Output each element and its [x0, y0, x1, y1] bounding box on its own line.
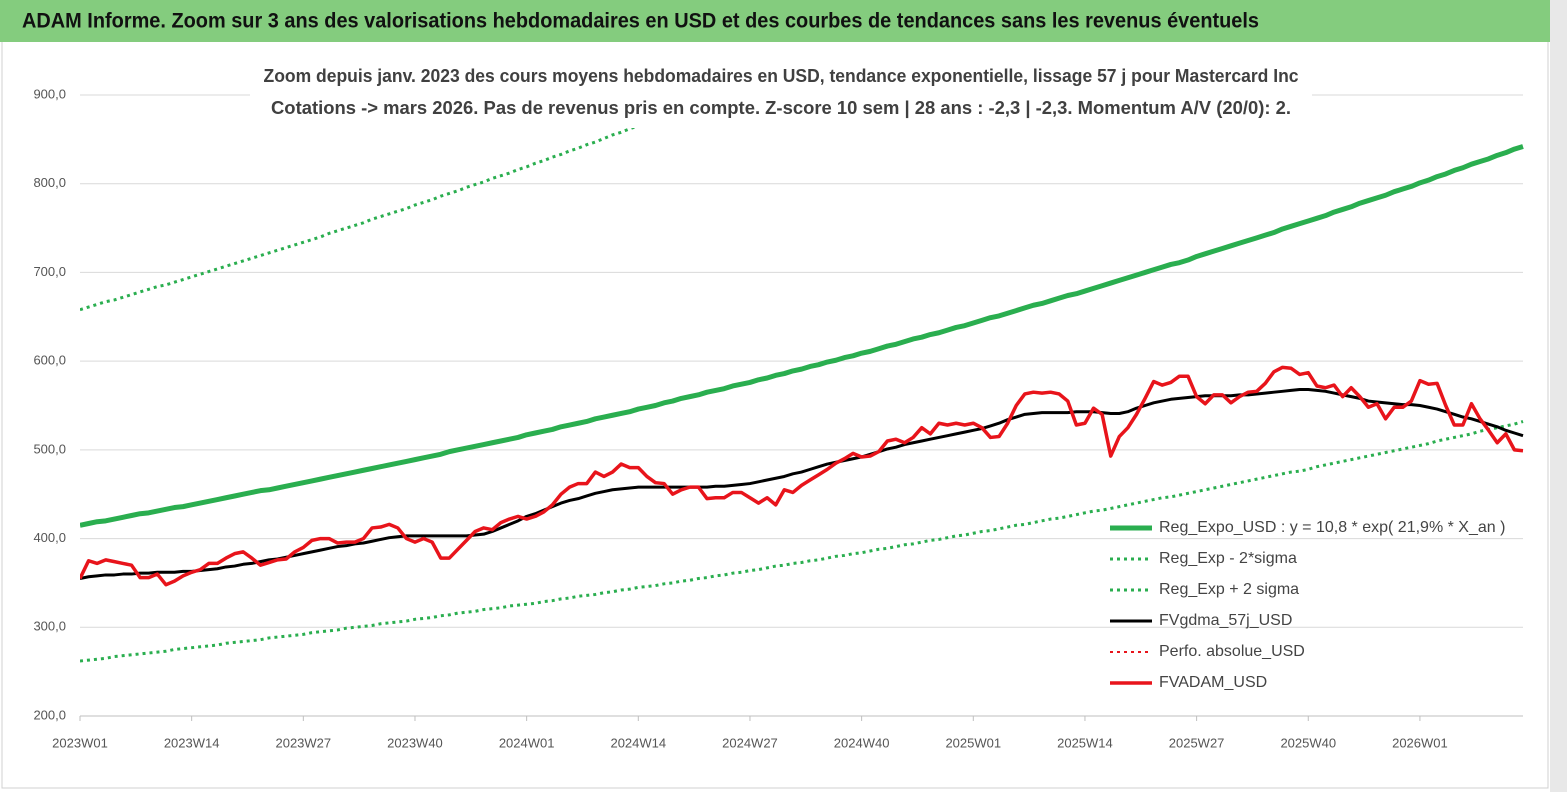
series-line: [80, 420, 1524, 663]
legend: Reg_Expo_USD : y = 10,8 * exp( 21,9% * X…: [1110, 519, 1505, 691]
y-tick-label: 800,0: [33, 175, 66, 190]
series-line: [80, 388, 1524, 580]
x-tick-label: 2023W01: [52, 735, 108, 750]
y-tick-label: 600,0: [33, 353, 66, 368]
title-box: [250, 62, 1312, 128]
series-line: [80, 365, 1524, 587]
legend-label: Reg_Exp - 2*sigma: [1159, 550, 1297, 567]
y-tick-label: 300,0: [33, 619, 66, 634]
x-tick-label: 2024W14: [610, 735, 666, 750]
y-tick-label: 900,0: [33, 86, 66, 101]
x-tick-label: 2023W40: [387, 735, 443, 750]
x-tick-label: 2025W27: [1169, 735, 1225, 750]
x-tick-label: 2024W01: [499, 735, 555, 750]
y-tick-label: 200,0: [33, 707, 66, 722]
x-tick-label: 2023W27: [275, 735, 331, 750]
grid: [80, 94, 1523, 717]
x-tick-label: 2026W01: [1392, 735, 1448, 750]
chart-title: Zoom depuis janv. 2023 des cours moyens …: [264, 66, 1299, 86]
legend-label: Reg_Expo_USD : y = 10,8 * exp( 21,9% * X…: [1159, 519, 1505, 536]
y-tick-label: 700,0: [33, 264, 66, 279]
header-bar: [0, 0, 1550, 42]
side-strip: [1550, 0, 1567, 792]
x-tick-label: 2024W27: [722, 735, 778, 750]
legend-label: FVADAM_USD: [1159, 674, 1267, 691]
series-line: [80, 144, 1524, 528]
x-tick-label: 2025W14: [1057, 735, 1113, 750]
legend-label: Perfo. absolue_USD: [1159, 643, 1305, 660]
axes: 200,0 300,0 400,0 500,0 600,0 700,0 800,0 900,0…: [33, 86, 1523, 750]
y-tick-label: 500,0: [33, 441, 66, 456]
chart-subtitle: Cotations -> mars 2026. Pas de revenus p…: [271, 98, 1291, 118]
x-tick-label: 2023W14: [164, 735, 220, 750]
x-tick-label: 2025W01: [945, 735, 1001, 750]
x-tick-label: 2025W40: [1280, 735, 1336, 750]
legend-label: Reg_Exp + 2 sigma: [1159, 581, 1299, 598]
plot-lines: [80, 95, 1524, 663]
y-tick-label: 400,0: [33, 530, 66, 545]
x-tick-label: 2024W40: [834, 735, 890, 750]
header-title: ADAM Informe. Zoom sur 3 ans des valoris…: [22, 10, 1259, 33]
legend-label: FVgdma_57j_USD: [1159, 612, 1292, 629]
